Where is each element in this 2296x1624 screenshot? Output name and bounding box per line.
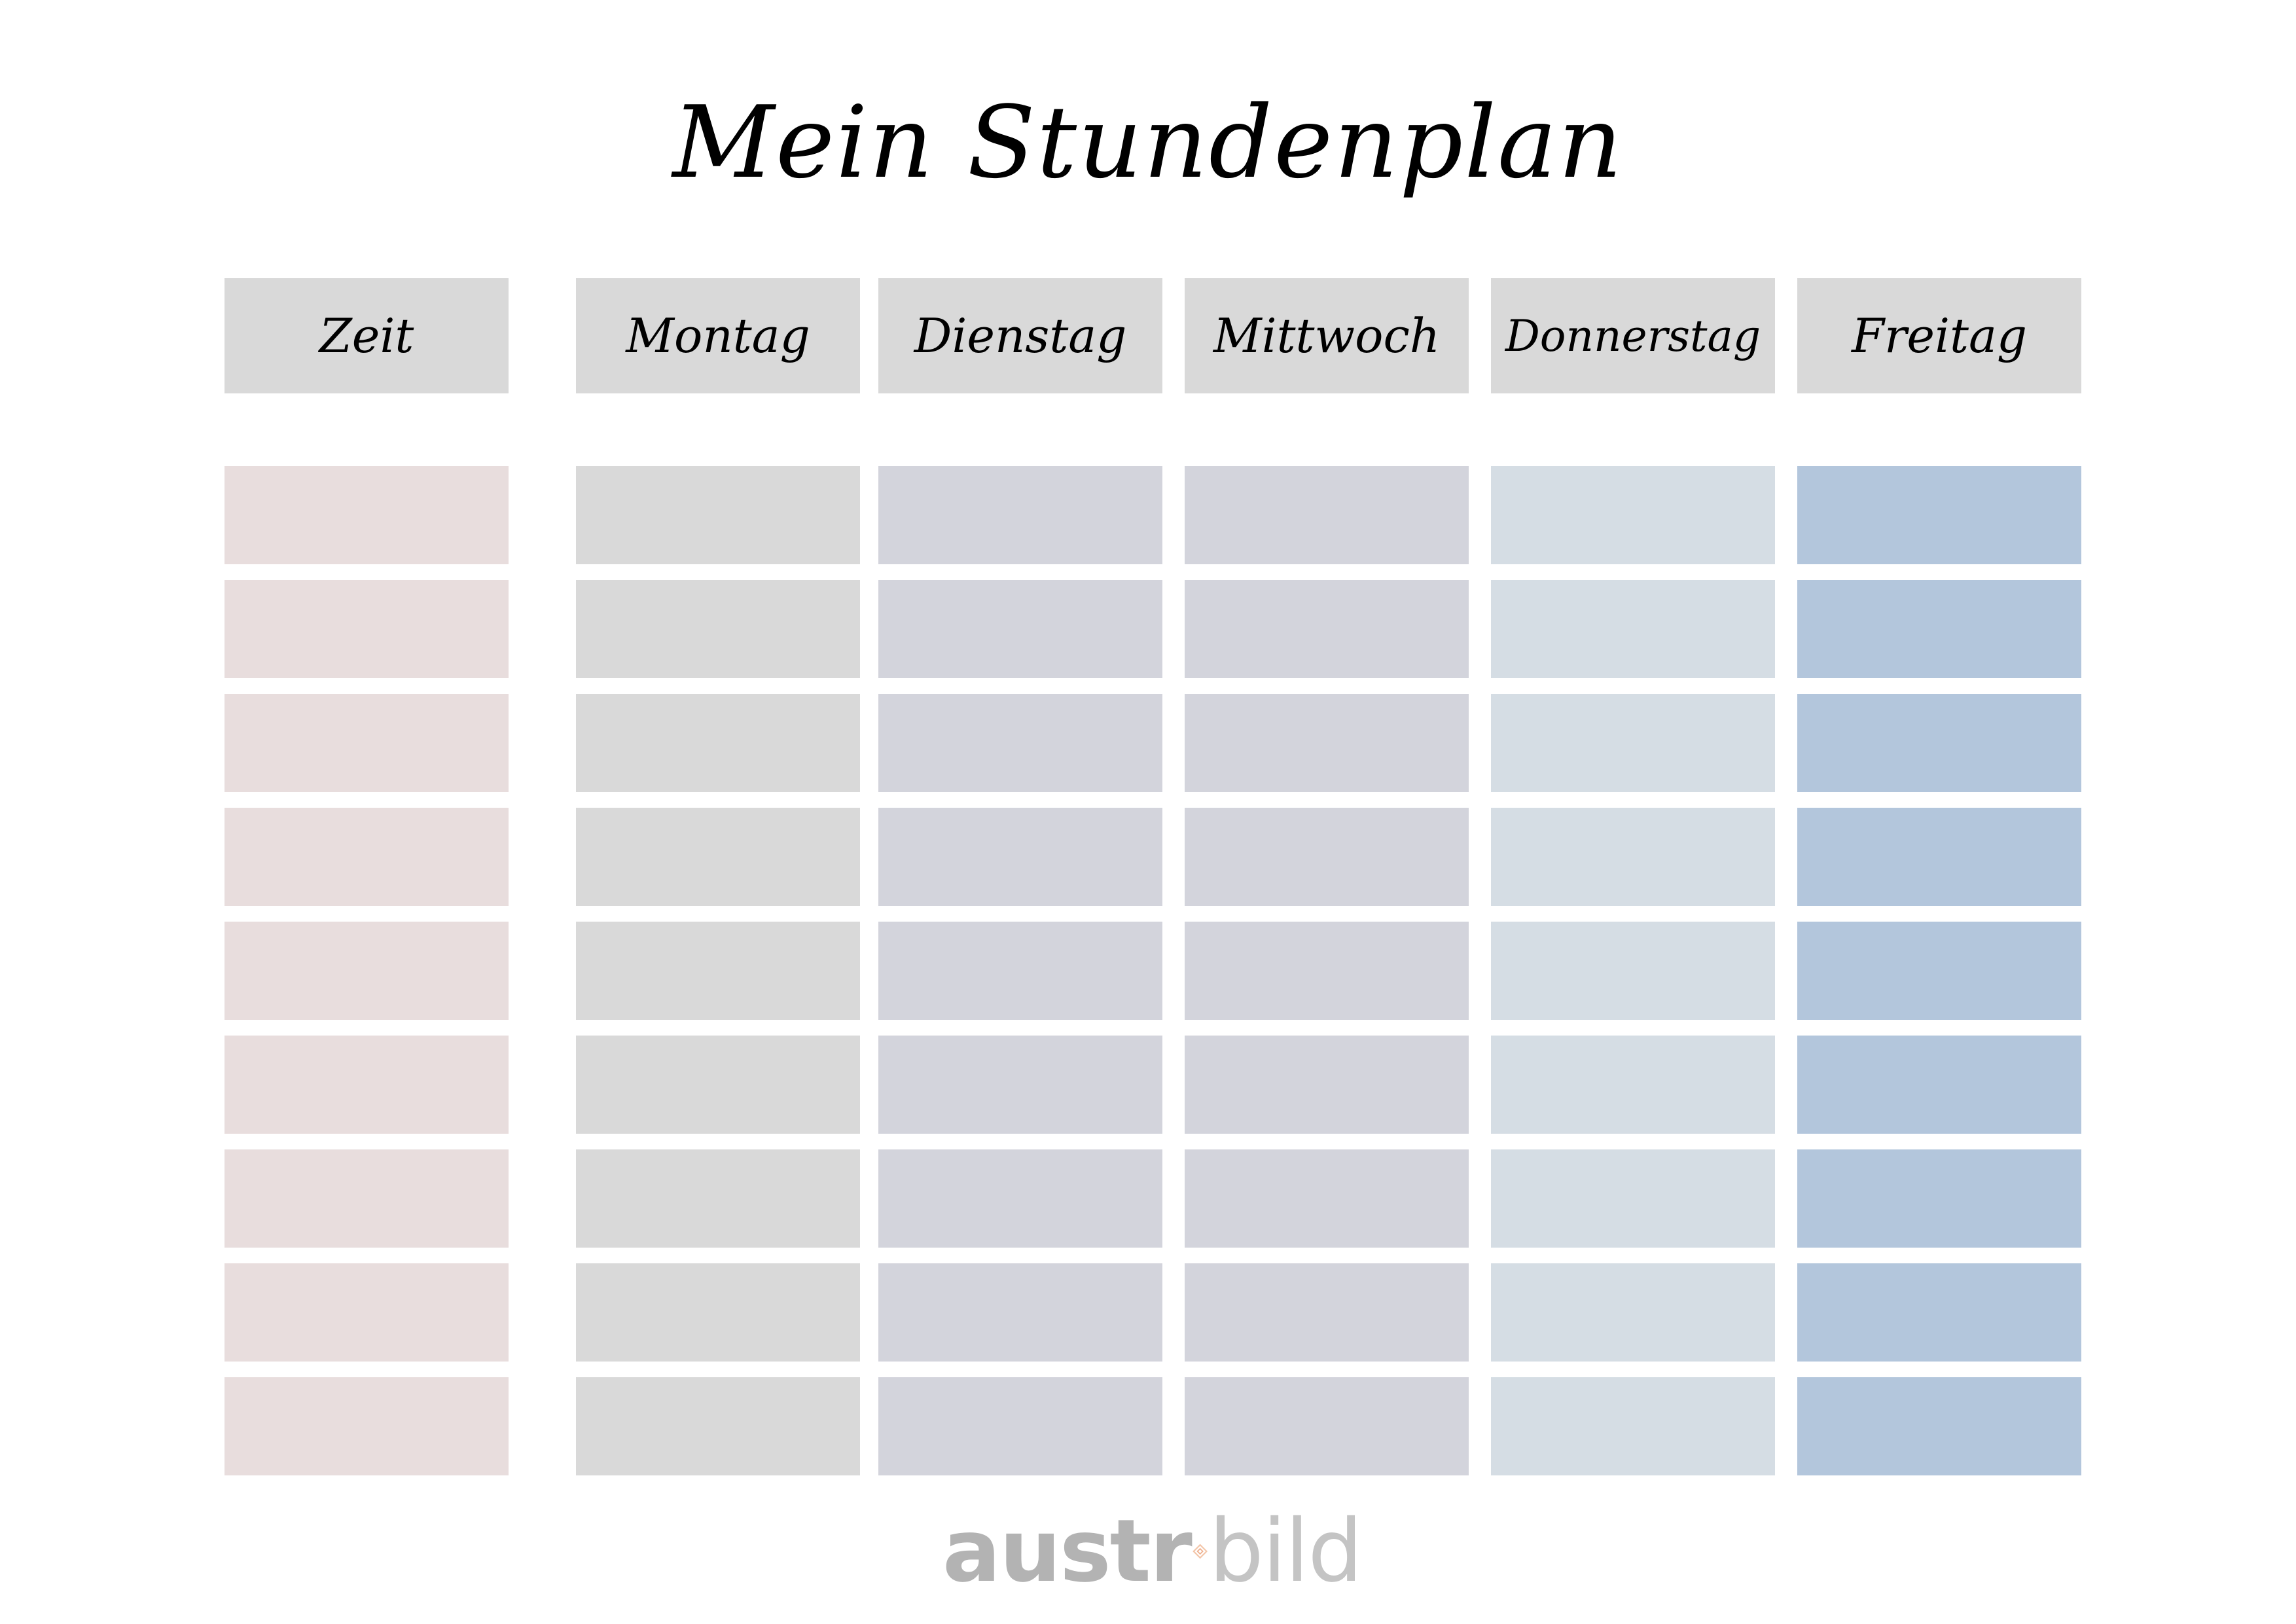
diamond-logo-icon — [1193, 1543, 1208, 1559]
lesson-cell-freitag[interactable] — [1797, 466, 2081, 564]
header-donnerstag: Donnerstag — [1491, 278, 1775, 393]
lesson-cell-donnerstag[interactable] — [1491, 580, 1775, 678]
lesson-cell-donnerstag[interactable] — [1491, 694, 1775, 792]
lesson-cell-dienstag[interactable] — [878, 1036, 1162, 1134]
lesson-cell-donnerstag[interactable] — [1491, 1149, 1775, 1248]
header-freitag: Freitag — [1797, 278, 2081, 393]
time-slot-cell[interactable] — [224, 466, 509, 564]
lesson-cell-mittwoch[interactable] — [1185, 1036, 1469, 1134]
lesson-cell-donnerstag[interactable] — [1491, 1263, 1775, 1362]
header-zeit: Zeit — [224, 278, 509, 393]
lesson-cell-mittwoch[interactable] — [1185, 580, 1469, 678]
lesson-cell-dienstag[interactable] — [878, 580, 1162, 678]
lesson-cell-donnerstag[interactable] — [1491, 466, 1775, 564]
lesson-cell-freitag[interactable] — [1797, 922, 2081, 1020]
lesson-cell-mittwoch[interactable] — [1185, 1377, 1469, 1475]
lesson-cell-dienstag[interactable] — [878, 1149, 1162, 1248]
header-dienstag: Dienstag — [878, 278, 1162, 393]
lesson-cell-dienstag[interactable] — [878, 922, 1162, 1020]
header-montag: Montag — [576, 278, 860, 393]
lesson-cell-donnerstag[interactable] — [1491, 922, 1775, 1020]
lesson-cell-freitag[interactable] — [1797, 1149, 2081, 1248]
lesson-cell-donnerstag[interactable] — [1491, 808, 1775, 906]
lesson-cell-montag[interactable] — [576, 1149, 860, 1248]
lesson-cell-donnerstag[interactable] — [1491, 1377, 1775, 1475]
lesson-cell-montag[interactable] — [576, 1263, 860, 1362]
lesson-cell-montag[interactable] — [576, 922, 860, 1020]
time-slot-cell[interactable] — [224, 808, 509, 906]
austrobild-logo: austr bild — [942, 1501, 1363, 1602]
time-slot-cell[interactable] — [224, 1377, 509, 1475]
lesson-cell-mittwoch[interactable] — [1185, 466, 1469, 564]
lesson-cell-freitag[interactable] — [1797, 1263, 2081, 1362]
header-mittwoch: Mittwoch — [1185, 278, 1469, 393]
lesson-cell-freitag[interactable] — [1797, 580, 2081, 678]
lesson-cell-dienstag[interactable] — [878, 1263, 1162, 1362]
time-slot-cell[interactable] — [224, 1149, 509, 1248]
logo-text-light: bild — [1209, 1501, 1363, 1602]
lesson-cell-mittwoch[interactable] — [1185, 1263, 1469, 1362]
lesson-cell-montag[interactable] — [576, 466, 860, 564]
time-slot-cell[interactable] — [224, 580, 509, 678]
lesson-cell-montag[interactable] — [576, 1377, 860, 1475]
time-slot-cell[interactable] — [224, 1263, 509, 1362]
page-title: Mein Stundenplan — [672, 84, 1624, 200]
lesson-cell-freitag[interactable] — [1797, 808, 2081, 906]
time-slot-cell[interactable] — [224, 1036, 509, 1134]
lesson-cell-freitag[interactable] — [1797, 694, 2081, 792]
lesson-cell-dienstag[interactable] — [878, 466, 1162, 564]
lesson-cell-montag[interactable] — [576, 580, 860, 678]
lesson-cell-mittwoch[interactable] — [1185, 1149, 1469, 1248]
logo-text-bold: austr — [942, 1501, 1193, 1602]
lesson-cell-mittwoch[interactable] — [1185, 694, 1469, 792]
lesson-cell-donnerstag[interactable] — [1491, 1036, 1775, 1134]
lesson-cell-dienstag[interactable] — [878, 808, 1162, 906]
lesson-cell-montag[interactable] — [576, 1036, 860, 1134]
lesson-cell-freitag[interactable] — [1797, 1036, 2081, 1134]
time-slot-cell[interactable] — [224, 922, 509, 1020]
lesson-cell-montag[interactable] — [576, 808, 860, 906]
time-slot-cell[interactable] — [224, 694, 509, 792]
lesson-cell-mittwoch[interactable] — [1185, 808, 1469, 906]
lesson-cell-freitag[interactable] — [1797, 1377, 2081, 1475]
lesson-cell-dienstag[interactable] — [878, 1377, 1162, 1475]
lesson-cell-dienstag[interactable] — [878, 694, 1162, 792]
lesson-cell-montag[interactable] — [576, 694, 860, 792]
lesson-cell-mittwoch[interactable] — [1185, 922, 1469, 1020]
